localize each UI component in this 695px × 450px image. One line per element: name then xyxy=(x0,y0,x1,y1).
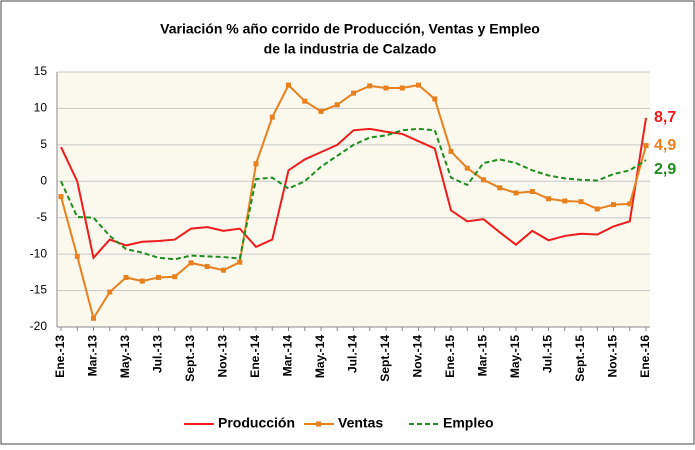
x-tick-label: Sept.-14 xyxy=(378,335,392,382)
series-marker xyxy=(399,85,405,91)
series-marker xyxy=(464,165,470,171)
x-tick-label: Sept.-13 xyxy=(183,335,197,382)
series-marker xyxy=(91,315,96,321)
series-marker xyxy=(302,98,308,104)
x-tick-label: May.-14 xyxy=(313,335,327,378)
series-marker xyxy=(204,264,210,270)
series-marker xyxy=(432,96,438,102)
x-tick-label: May.-15 xyxy=(508,335,522,378)
series-marker xyxy=(188,260,194,266)
series-marker xyxy=(643,143,649,149)
x-tick-label: Jul.-13 xyxy=(151,335,165,373)
y-tick-label: 5 xyxy=(40,137,47,151)
series-marker xyxy=(611,202,616,208)
x-tick-label: Sept.-15 xyxy=(573,335,587,382)
x-tick-label: Jul.-15 xyxy=(541,335,555,373)
series-marker xyxy=(594,206,600,212)
x-tick-label: Ene.-14 xyxy=(248,335,262,378)
x-tick-label: Jul.-14 xyxy=(346,335,360,373)
series-marker xyxy=(529,188,535,194)
series-line xyxy=(60,127,647,261)
y-tick-label: 0 xyxy=(40,173,47,187)
series-marker xyxy=(123,274,129,280)
series-marker xyxy=(627,201,633,207)
series-marker xyxy=(383,85,389,91)
x-tick-label: Mar.-14 xyxy=(281,335,295,377)
x-tick-label: Mar.-13 xyxy=(86,335,100,377)
series-marker xyxy=(253,161,259,167)
x-tick-label: Nov.-15 xyxy=(606,335,620,378)
data-label: 8,7 xyxy=(654,109,676,126)
y-tick-label: 15 xyxy=(34,64,48,78)
series-marker xyxy=(578,199,584,205)
series-marker xyxy=(513,190,519,196)
y-tick-label: 10 xyxy=(34,101,48,115)
series-marker xyxy=(497,185,503,191)
series-marker xyxy=(367,83,373,89)
series-marker xyxy=(221,267,226,273)
legend-label: Ventas xyxy=(338,415,383,431)
series-marker xyxy=(269,114,275,120)
y-tick-label: -20 xyxy=(30,319,48,333)
y-tick-label: -10 xyxy=(30,246,48,260)
series-marker xyxy=(562,198,568,204)
series-marker xyxy=(139,278,145,284)
legend-label: Empleo xyxy=(443,415,494,431)
y-tick-label: -5 xyxy=(36,210,47,224)
legend-label: Producción xyxy=(218,415,295,431)
x-tick-label: Mar.-15 xyxy=(476,335,490,377)
x-tick-label: Nov.-13 xyxy=(216,335,230,378)
chart-title: de la industria de Calzado xyxy=(264,41,437,57)
series-line xyxy=(60,117,647,260)
series-marker xyxy=(156,274,161,280)
series-marker xyxy=(448,148,454,154)
series-marker xyxy=(351,90,356,96)
series-marker xyxy=(416,82,421,88)
x-tick-label: May.-13 xyxy=(118,335,132,378)
x-tick-label: Ene.-15 xyxy=(443,335,457,378)
series-marker xyxy=(58,194,64,200)
series-marker xyxy=(172,274,178,280)
x-tick-label: Ene.-16 xyxy=(638,335,652,378)
x-tick-label: Ene.-13 xyxy=(53,335,67,378)
series-marker xyxy=(318,108,324,114)
series-marker xyxy=(481,177,486,183)
series-marker xyxy=(107,289,113,295)
series-marker xyxy=(334,102,340,108)
series-marker xyxy=(546,196,551,202)
y-tick-label: -15 xyxy=(30,283,48,297)
chart-title: Variación % año corrido de Producción, V… xyxy=(160,21,540,37)
data-label: 4,9 xyxy=(654,137,676,154)
x-tick-label: Nov.-14 xyxy=(411,335,425,378)
data-label: 2,9 xyxy=(654,161,676,178)
legend-marker xyxy=(316,421,321,427)
series-marker xyxy=(74,253,80,259)
series-marker xyxy=(237,259,243,265)
series-marker xyxy=(286,82,291,88)
